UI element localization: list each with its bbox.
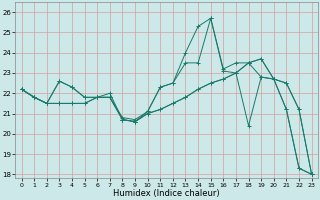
X-axis label: Humidex (Indice chaleur): Humidex (Indice chaleur)	[113, 189, 220, 198]
